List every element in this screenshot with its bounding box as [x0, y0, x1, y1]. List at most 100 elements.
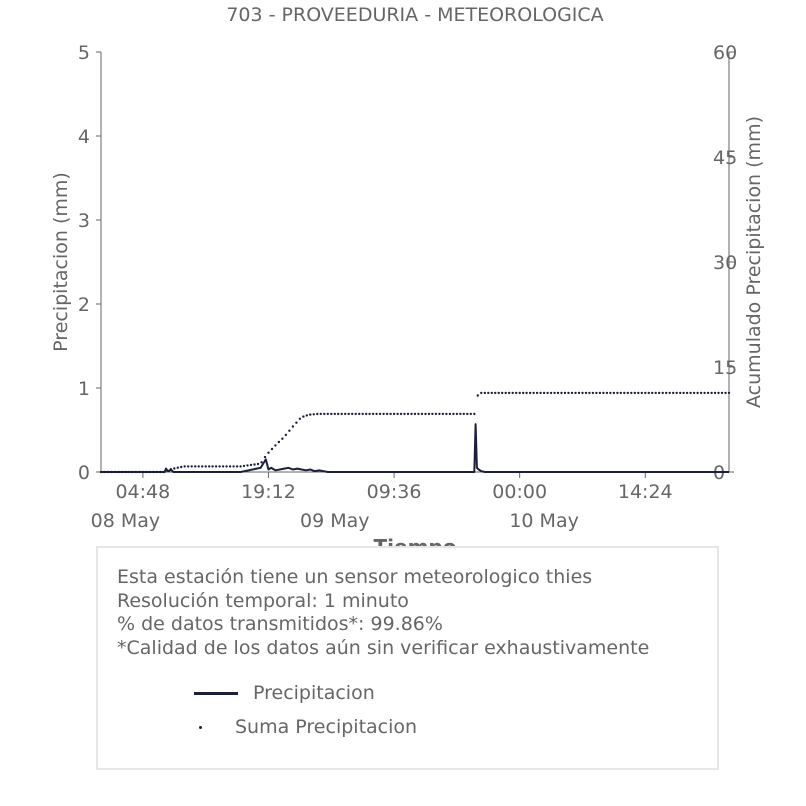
y2-tick-label: 45 [713, 147, 737, 169]
series-point [187, 465, 190, 468]
x-tick-label: 00:00 [492, 481, 547, 503]
series-point [644, 391, 647, 395]
series-point [556, 391, 560, 395]
series-point [476, 394, 479, 397]
series-point [358, 412, 361, 416]
series-point [340, 412, 343, 416]
series-point [522, 391, 525, 395]
series-point [246, 464, 249, 467]
series-point [727, 391, 731, 395]
series-point [378, 412, 382, 416]
x-tick-label: 04:48 [115, 481, 170, 503]
series-point [365, 412, 368, 416]
info-line-transmitted: % de datos transmitidos*: 99.86% [117, 613, 443, 635]
series-point [679, 391, 682, 395]
series-point [228, 465, 232, 468]
series-point [396, 412, 399, 416]
legend-dot-swatch [199, 725, 202, 729]
series-point [595, 391, 598, 395]
series-point [490, 391, 493, 395]
series-point [577, 391, 581, 395]
series-point [661, 391, 664, 395]
series-point [326, 412, 329, 416]
series-point [124, 470, 127, 474]
series-point [256, 462, 260, 466]
series-point [399, 412, 403, 416]
series-point [288, 429, 291, 432]
series-point [598, 391, 602, 395]
series-point [567, 391, 570, 395]
series-point [525, 391, 528, 395]
series-point [159, 470, 162, 474]
series-point [103, 470, 106, 474]
series-point [218, 465, 221, 468]
series-point [494, 391, 497, 395]
series-point [706, 391, 710, 395]
series-point [623, 391, 626, 395]
series-point [542, 391, 546, 395]
series-point [382, 412, 385, 416]
series-point [169, 468, 172, 471]
legend-label: Suma Precipitacion [235, 716, 418, 738]
series-point [703, 391, 706, 395]
info-box: Esta estación tiene un sensor meteorolog… [96, 546, 719, 770]
series-point [277, 440, 281, 444]
series-point [291, 425, 295, 428]
series-point [138, 470, 141, 474]
series-point [385, 412, 389, 416]
series-point [459, 412, 462, 416]
series-point [141, 470, 145, 474]
series-point [452, 412, 455, 416]
series-point [434, 412, 438, 416]
series-point [675, 391, 678, 395]
series-point [267, 451, 270, 454]
series-point [375, 412, 378, 416]
info-line-sensor: Esta estación tiene un sensor meteorolog… [117, 566, 593, 588]
series-point [633, 391, 636, 395]
series-point [99, 470, 103, 474]
series-point [242, 464, 246, 468]
series-point [298, 417, 302, 420]
series-point [696, 391, 699, 395]
series-point [532, 391, 535, 395]
series-point [539, 391, 542, 395]
series-point [724, 391, 727, 395]
series-point [302, 415, 305, 418]
legend-item-suma-precipitacion: Suma Precipitacion [194, 716, 417, 738]
series-point [312, 413, 315, 416]
series-point [501, 391, 504, 395]
series-point [626, 391, 629, 395]
series-point [591, 391, 595, 395]
series-point [145, 470, 148, 474]
series-point [410, 412, 413, 416]
series-point [162, 470, 165, 474]
y2-axis-label: Acumulado Precipitacion (mm) [743, 116, 765, 408]
series-point [316, 412, 319, 416]
series-point [180, 465, 183, 469]
x-axis-label: Tiempo [374, 535, 457, 546]
series-point [466, 412, 469, 416]
series-point [508, 391, 511, 395]
series-point [110, 470, 113, 474]
series-point [323, 412, 326, 416]
series-point [612, 391, 616, 395]
series-point [672, 391, 675, 395]
y-tick-label: 1 [78, 378, 90, 400]
series-point [504, 391, 507, 395]
series-point [173, 467, 176, 470]
series-point [535, 391, 539, 395]
series-point [616, 391, 619, 395]
series-point [560, 391, 563, 395]
series-point [235, 465, 239, 468]
series-point [511, 391, 514, 395]
series-point [120, 470, 124, 474]
series-point [553, 391, 556, 395]
series-point [640, 391, 643, 395]
series-point [148, 470, 151, 474]
info-text: Esta estación tiene un sensor meteorolog… [117, 566, 649, 660]
series-point [651, 391, 654, 395]
x-date-label: 08 May [91, 510, 161, 532]
series-point [389, 412, 392, 416]
series-line-precipitacion [101, 423, 729, 473]
y-tick-label: 3 [78, 210, 90, 232]
